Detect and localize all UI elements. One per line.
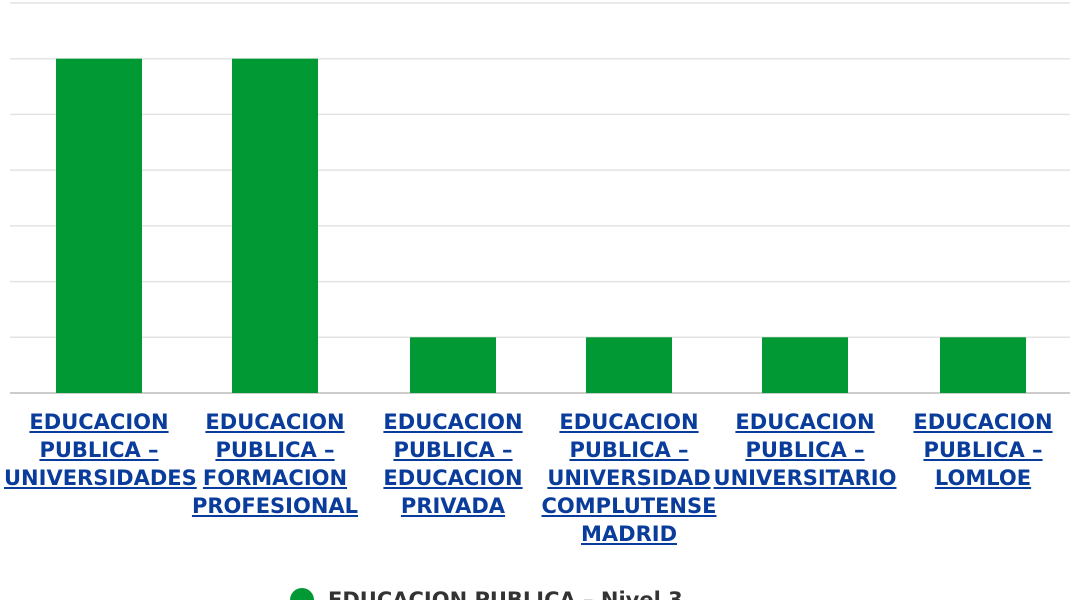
x-tick-label-line: COMPLUTENSE xyxy=(541,494,717,518)
x-tick-label-line: PRIVADA xyxy=(400,494,506,518)
x-tick-label-line: EDUCACION xyxy=(559,410,699,434)
x-tick-label-line: EDUCACION xyxy=(913,410,1053,434)
x-tick-label[interactable]: EDUCACION PUBLICA – LOMLOE xyxy=(888,408,1078,492)
legend: EDUCACION PUBLICA – Nivel 3 xyxy=(290,588,683,600)
x-tick-label-line: PUBLICA – xyxy=(39,438,159,462)
x-tick-label-line: EDUCACION xyxy=(29,410,169,434)
bar[interactable] xyxy=(232,58,318,393)
bar[interactable] xyxy=(586,337,672,393)
x-tick-label-line: UNIVERSIDADES xyxy=(4,466,197,490)
legend-series-name: EDUCACION PUBLICA – Nivel 3 xyxy=(328,588,683,600)
x-tick-label-line: EDUCACION xyxy=(735,410,875,434)
x-tick-label-line: UNIVERSITARIO xyxy=(713,466,897,490)
x-tick-label-line: PUBLICA – xyxy=(215,438,335,462)
x-tick-label[interactable]: EDUCACION PUBLICA – EDUCACION PRIVADA xyxy=(358,408,548,520)
x-tick-label-line: PUBLICA – xyxy=(745,438,865,462)
x-tick-label[interactable]: EDUCACION PUBLICA – UNIVERSIDADES xyxy=(4,408,197,492)
x-tick-label-line: PUBLICA – xyxy=(569,438,689,462)
x-tick-label-line: UNIVERSIDAD xyxy=(547,466,711,490)
bar[interactable] xyxy=(940,337,1026,393)
x-tick-label-line: PUBLICA – xyxy=(923,438,1043,462)
legend-swatch xyxy=(290,588,314,600)
x-tick-label[interactable]: EDUCACION PUBLICA – UNIVERSITARIO xyxy=(710,408,900,492)
x-tick-label-line: EDUCACION xyxy=(383,410,523,434)
x-tick-label-line: EDUCACION xyxy=(205,410,345,434)
x-tick-label[interactable]: EDUCACION PUBLICA – UNIVERSIDAD COMPLUTENSE… xyxy=(534,408,724,548)
x-tick-label-line: FORMACION xyxy=(202,466,348,490)
x-tick-label[interactable]: EDUCACION PUBLICA – FORMACION PROFESIONAL xyxy=(180,408,370,520)
bar[interactable] xyxy=(410,337,496,393)
x-tick-label-line: LOMLOE xyxy=(934,466,1032,490)
x-tick-label-line: MADRID xyxy=(581,522,677,546)
x-tick-label-line: PROFESIONAL xyxy=(191,494,359,518)
bar[interactable] xyxy=(56,58,142,393)
bar[interactable] xyxy=(762,337,848,393)
x-tick-label-line: EDUCACION xyxy=(383,466,523,490)
x-tick-label-line: PUBLICA – xyxy=(393,438,513,462)
